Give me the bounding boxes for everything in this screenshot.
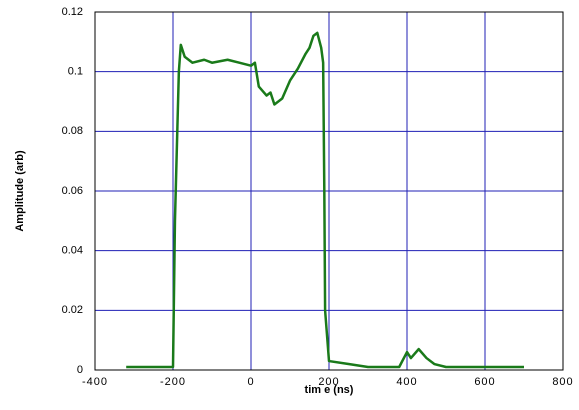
- x-tick-label: 200: [318, 376, 339, 388]
- x-tick-label: 600: [474, 376, 495, 388]
- x-tick-label: -200: [160, 376, 186, 388]
- plot-frame: [94, 11, 564, 371]
- y-tick-label: 0.06: [62, 185, 83, 197]
- x-axis-label: tim e (ns): [305, 384, 354, 396]
- y-tick-label: 0.04: [62, 245, 83, 257]
- y-tick-label: 0.02: [62, 304, 83, 316]
- y-tick-label: 0.08: [62, 125, 83, 137]
- y-tick-label: 0.1: [68, 66, 83, 78]
- x-tick-label: 400: [396, 376, 417, 388]
- x-tick-label: -400: [82, 376, 108, 388]
- y-axis-label: Amplitude (arb): [14, 150, 26, 232]
- y-tick-label: 0: [77, 364, 83, 376]
- y-tick-label: 0.12: [62, 6, 83, 18]
- data-line: [126, 31, 524, 369]
- x-tick-label: 800: [552, 376, 573, 388]
- x-tick-label: 0: [247, 376, 254, 388]
